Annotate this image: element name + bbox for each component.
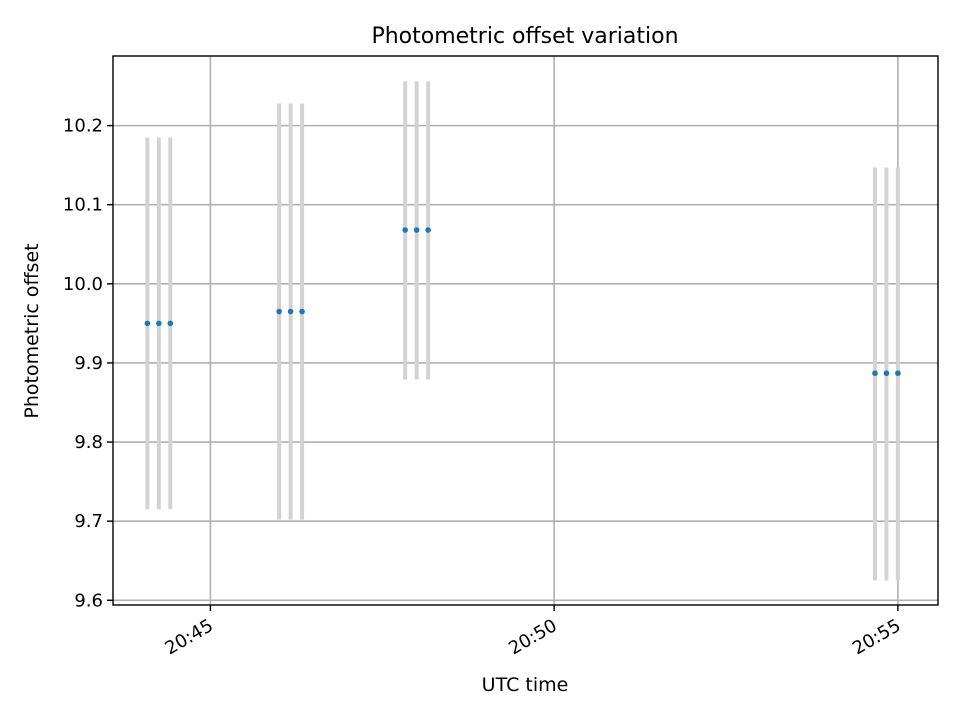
y-tick-label: 10.1 xyxy=(63,195,103,216)
data-point xyxy=(413,227,420,233)
data-point xyxy=(167,320,174,327)
data-point xyxy=(299,308,305,315)
data-point xyxy=(276,308,282,315)
data-point xyxy=(402,227,408,233)
y-tick-label: 9.8 xyxy=(74,432,103,453)
data-point xyxy=(156,320,162,327)
chart-title: Photometric offset variation xyxy=(371,24,678,49)
y-tick-label: 9.9 xyxy=(74,353,103,374)
data-point xyxy=(425,227,431,233)
data-points xyxy=(144,227,901,377)
y-tick-label: 9.6 xyxy=(74,590,103,611)
y-tick-label: 10.2 xyxy=(63,116,103,137)
data-point xyxy=(895,370,901,377)
plot-frame xyxy=(112,55,939,606)
x-axis-label: UTC time xyxy=(482,674,569,696)
y-tick-label: 9.7 xyxy=(74,511,103,532)
data-point xyxy=(144,320,151,327)
data-point xyxy=(883,370,890,377)
data-point xyxy=(872,370,878,377)
y-tick-label: 10.0 xyxy=(63,274,103,295)
data-point xyxy=(287,308,294,315)
y-axis-label: Photometric offset xyxy=(21,243,43,418)
